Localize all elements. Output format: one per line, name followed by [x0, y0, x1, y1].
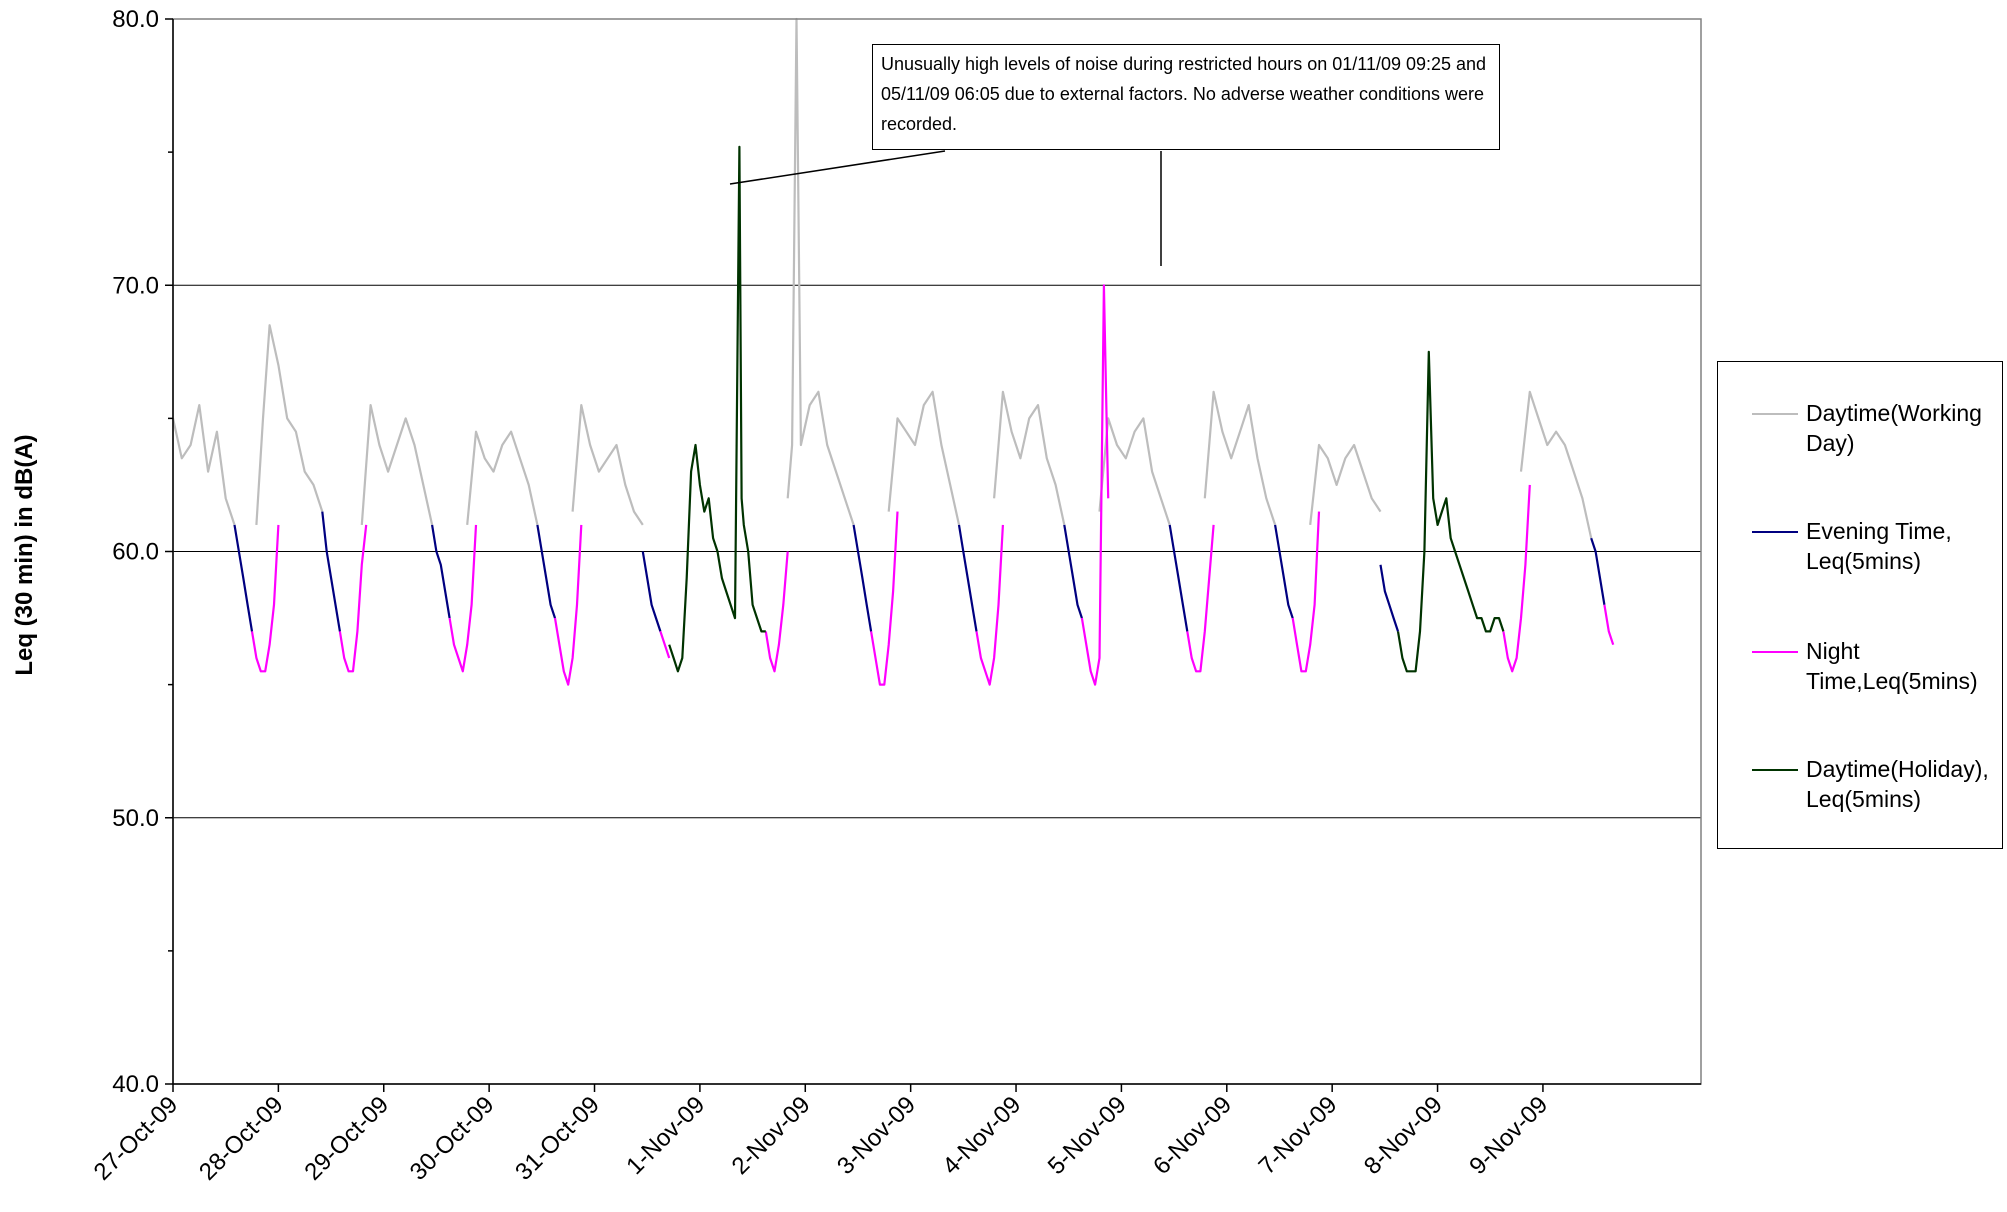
series-line-1 [993, 390, 1066, 526]
annotation-leader-1 [729, 150, 946, 185]
legend-label-daytime-working: Daytime(Working Day) [1806, 400, 1982, 456]
x-tick-label: 7-Nov-09 [1254, 1091, 1343, 1180]
series-line-3 [448, 524, 478, 673]
series-line-3 [975, 524, 1004, 686]
series-line-1 [1519, 390, 1593, 539]
x-tick-label: 30-Oct-09 [405, 1091, 500, 1186]
series-line-2 [957, 524, 978, 632]
series-line-1 [887, 390, 961, 526]
series-line-2 [1063, 524, 1083, 619]
y-tick-label: 70.0 [112, 272, 159, 299]
series-layer [171, 17, 1615, 686]
grid-layer [173, 284, 1701, 819]
x-tick-label: 28-Oct-09 [194, 1091, 289, 1186]
series-line-3 [250, 524, 280, 673]
series-line-2 [321, 511, 341, 632]
series-line-2 [852, 524, 873, 632]
legend-swatch-evening [1752, 531, 1798, 533]
series-line-1 [360, 404, 434, 526]
x-tick-label: 4-Nov-09 [937, 1091, 1026, 1180]
series-line-3 [764, 551, 789, 673]
series-line-1 [171, 404, 236, 526]
legend-swatch-night [1752, 651, 1798, 653]
series-line-1 [1203, 390, 1277, 526]
y-tick-label: 60.0 [112, 539, 159, 566]
series-line-3 [1080, 284, 1110, 686]
y-axis-title: Leq (30 min) in dB(A) [11, 434, 38, 675]
series-line-2 [536, 524, 557, 619]
x-tick-label: 2-Nov-09 [727, 1091, 816, 1180]
x-tick-label: 27-Oct-09 [89, 1091, 184, 1186]
series-line-2 [431, 524, 451, 619]
x-tick-label: 5-Nov-09 [1043, 1091, 1132, 1180]
series-line-3 [1186, 524, 1215, 673]
y-tick-label: 40.0 [112, 1071, 159, 1098]
series-line-3 [1291, 511, 1321, 673]
series-line-3 [870, 511, 899, 686]
series-line-4 [1396, 350, 1505, 673]
series-line-1 [571, 404, 644, 526]
series-line-4 [668, 145, 766, 673]
annotation-text: Unusually high levels of noise during re… [881, 54, 1487, 134]
series-line-3 [553, 524, 583, 686]
y-tick-label: 50.0 [112, 805, 159, 832]
annotation-box: Unusually high levels of noise during re… [872, 44, 1500, 150]
series-line-1 [786, 17, 855, 526]
y-tick-label: 80.0 [112, 6, 159, 33]
series-line-3 [1603, 604, 1615, 646]
x-tick-label: 31-Oct-09 [510, 1091, 605, 1186]
series-line-1 [1309, 443, 1382, 526]
legend-swatch-daytime-working [1752, 413, 1798, 415]
series-line-2 [1590, 537, 1606, 605]
chart-legend: Daytime(Working Day) Evening Time, Leq(5… [1717, 361, 2003, 849]
x-tick-label: 9-Nov-09 [1464, 1091, 1553, 1180]
legend-label-night: Night Time,Leq(5mins) [1806, 638, 1978, 694]
series-line-2 [1274, 524, 1294, 619]
series-line-2 [641, 551, 662, 632]
legend-label-daytime-holiday: Daytime(Holiday), Leq(5mins) [1806, 756, 1989, 812]
series-line-3 [1502, 484, 1531, 673]
legend-label-evening: Evening Time, Leq(5mins) [1806, 518, 1952, 574]
series-line-1 [255, 324, 324, 525]
legend-swatch-daytime-holiday [1752, 769, 1798, 771]
axis-layer: 40.0 50.0 60.0 70.0 80.0 27-Oct-09 28-Oct-09 29… [89, 6, 1702, 1186]
x-tick-label: 3-Nov-09 [832, 1091, 921, 1180]
series-line-3 [338, 524, 368, 673]
x-tick-label: 29-Oct-09 [299, 1091, 394, 1186]
series-line-2 [1379, 564, 1400, 632]
x-tick-label: 1-Nov-09 [621, 1091, 710, 1180]
series-line-2 [233, 524, 254, 632]
series-line-3 [659, 631, 671, 659]
series-line-2 [1168, 524, 1189, 632]
series-line-1 [1098, 417, 1171, 526]
series-line-1 [466, 430, 539, 526]
x-tick-label: 8-Nov-09 [1359, 1091, 1448, 1180]
x-tick-label: 6-Nov-09 [1148, 1091, 1237, 1180]
